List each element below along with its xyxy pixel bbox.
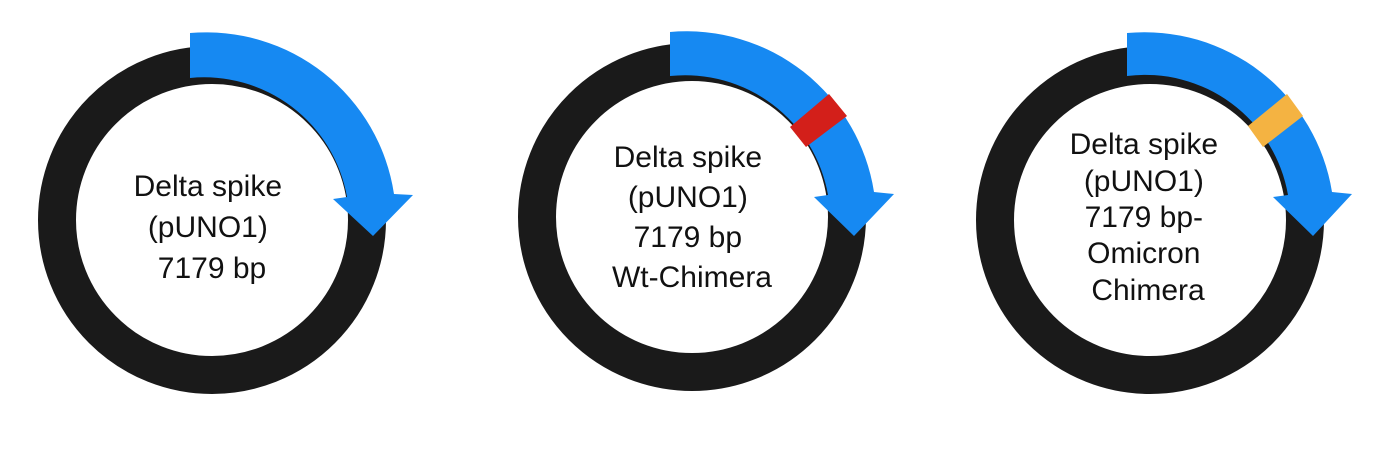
plasmid-map-omicron-chimera: Delta spike (pUNO1) 7179 bp- Omicron Chi… (976, 32, 1352, 394)
label-line: 7179 bp- (1085, 201, 1203, 234)
spike-gene-arrow (670, 31, 894, 236)
label-line: (pUNO1) (628, 181, 748, 214)
label-line: 7179 bp (634, 221, 742, 254)
omicron-insert-segment (1248, 94, 1303, 147)
label-line: Wt-Chimera (612, 261, 772, 294)
label-line: Delta spike (1070, 128, 1218, 161)
wt-insert-segment (790, 94, 847, 147)
label-line: 7179 bp (158, 252, 266, 285)
plasmid-label: Delta spike (pUNO1) 7179 bp (134, 170, 291, 285)
label-line: Chimera (1091, 274, 1205, 307)
plasmid-map-delta: Delta spike (pUNO1) 7179 bp (38, 32, 413, 394)
plasmid-label: Delta spike (pUNO1) 7179 bp Wt-Chimera (612, 141, 772, 294)
spike-gene-arrow (1127, 32, 1352, 236)
label-line: Delta spike (614, 141, 762, 174)
plasmid-map-wt-chimera: Delta spike (pUNO1) 7179 bp Wt-Chimera (518, 31, 894, 391)
label-line: Omicron (1087, 237, 1200, 270)
label-line: (pUNO1) (148, 211, 268, 244)
plasmid-label: Delta spike (pUNO1) 7179 bp- Omicron Chi… (1070, 128, 1227, 307)
label-line: Delta spike (134, 170, 282, 203)
label-line: (pUNO1) (1084, 165, 1204, 198)
spike-gene-arrow (190, 32, 413, 236)
